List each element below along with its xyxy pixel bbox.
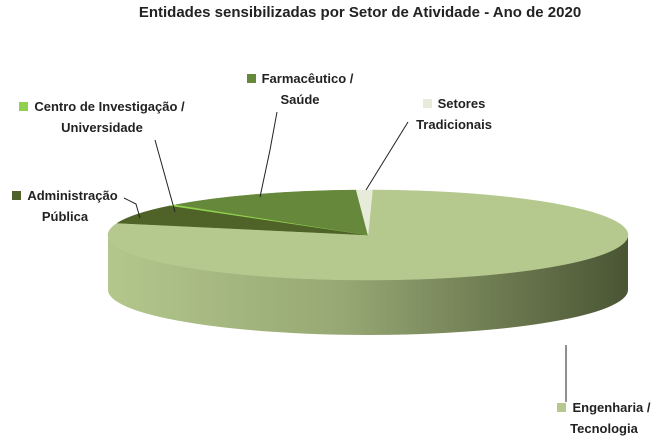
label-swatch [12,191,22,200]
label-swatch [422,99,432,108]
leader-line [123,197,141,219]
data-label: Engenharia / Tecnologia [548,397,660,439]
data-label: Centro de Investigação / Universidade [4,96,200,138]
leader-line [259,111,278,198]
label-text: Centro de Investigação / Universidade [34,99,185,135]
label-text: Farmacêutico / Saúde [261,71,354,107]
slice-side [108,235,628,335]
leader-lines [123,111,567,402]
label-swatch [246,74,256,83]
leader-line [365,121,409,191]
slice [175,189,369,236]
label-text: Setores Tradicionais [416,96,492,132]
data-label: Setores Tradicionais [400,93,508,135]
label-text: Administração Pública [27,188,118,224]
leader-line [154,139,176,213]
data-label: Administração Pública [4,185,126,227]
slice [355,189,373,236]
chart-title: Entidades sensibilizadas por Setor de At… [138,4,582,21]
label-swatch [557,403,567,412]
label-text: Engenharia / Tecnologia [570,400,651,436]
data-label: Farmacêutico / Saúde [230,68,370,110]
label-swatch [19,102,29,111]
